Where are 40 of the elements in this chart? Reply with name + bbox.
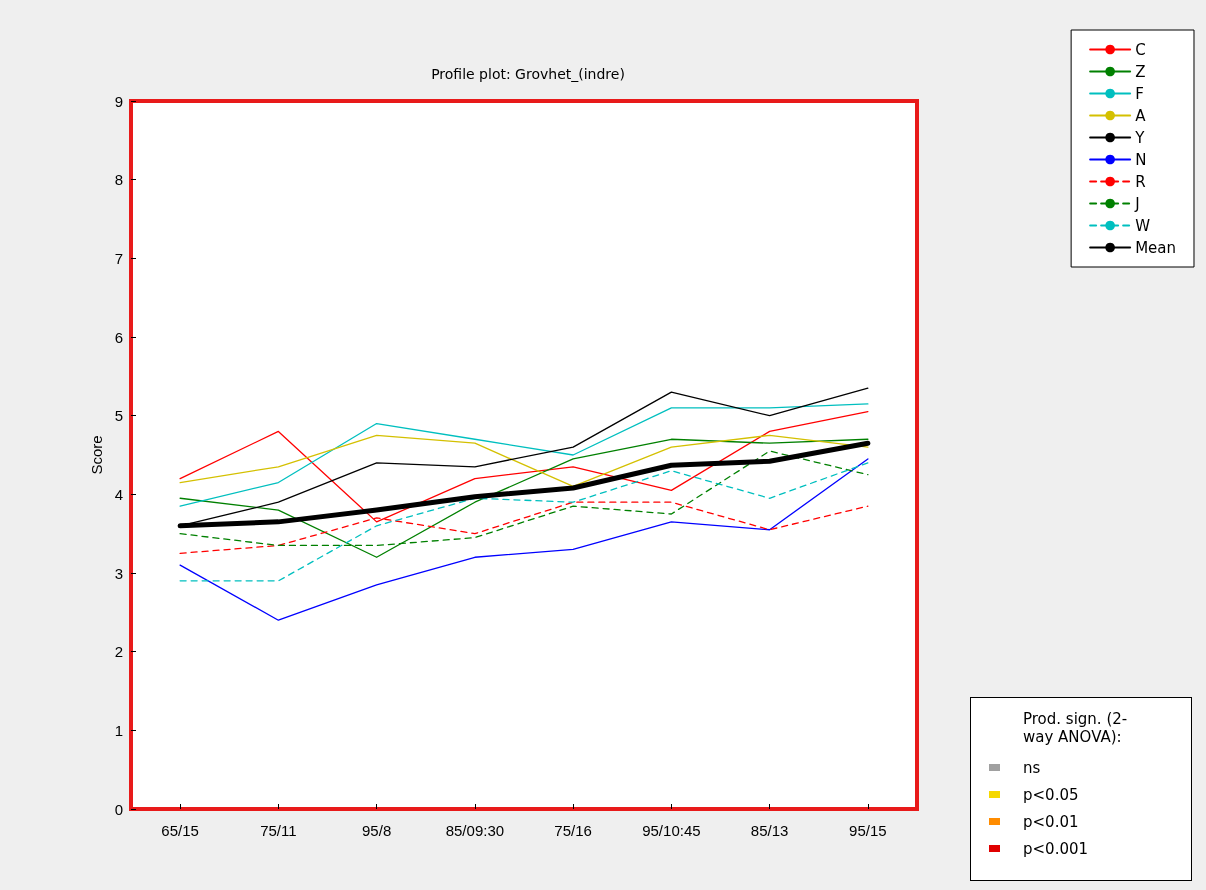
legend-label: Y: [1134, 128, 1146, 147]
legend-label: R: [1135, 172, 1146, 191]
line-series: [179, 438, 869, 558]
y-tick-label: 1: [114, 721, 123, 739]
y-tick-label: 6: [114, 328, 123, 346]
x-tick-label: 75/16: [554, 822, 592, 839]
x-tick-label: 85/13: [750, 822, 789, 839]
x-tick-label: 85/09:30: [445, 822, 505, 839]
text: p<0.001: [1023, 839, 1089, 858]
line-series: [179, 462, 869, 582]
text: Prod. sign. (2-way ANOVA):: [1023, 710, 1129, 746]
line-series: [179, 458, 869, 621]
legend-label: J: [1134, 194, 1140, 213]
text: ns: [1023, 758, 1041, 777]
x-tick-label: 95/8: [362, 822, 392, 839]
legend-label: W: [1135, 216, 1151, 235]
legend-label: F: [1135, 84, 1144, 103]
legend-label: Mean: [1135, 238, 1177, 257]
y-tick-label: 8: [114, 171, 123, 189]
y-tick-label: 3: [114, 564, 123, 582]
x-tick-label: 95/15: [849, 822, 887, 839]
y-tick-label: 4: [114, 485, 123, 503]
y-tick-label: 0: [114, 800, 123, 818]
y-axis-title: Score: [87, 435, 105, 475]
x-tick-label: 75/11: [260, 822, 297, 839]
chart-title: Profile plot: Grovhet_(indre): [431, 66, 625, 82]
line-series: [179, 403, 869, 507]
legend-label: N: [1135, 150, 1147, 169]
text: p<0.01: [1023, 812, 1079, 831]
legend-label: Z: [1135, 62, 1146, 81]
y-tick-label: 7: [114, 249, 123, 267]
y-tick-label: 9: [114, 92, 123, 110]
legend-label: A: [1135, 106, 1147, 125]
line-series: [179, 434, 869, 488]
text: p<0.05: [1023, 785, 1079, 804]
y-tick-label: 2: [114, 643, 123, 661]
legend-label: C: [1135, 40, 1146, 59]
y-tick-label: 5: [114, 407, 123, 425]
x-tick-label: 65/15: [161, 822, 199, 839]
x-tick-label: 95/10:45: [642, 822, 701, 839]
